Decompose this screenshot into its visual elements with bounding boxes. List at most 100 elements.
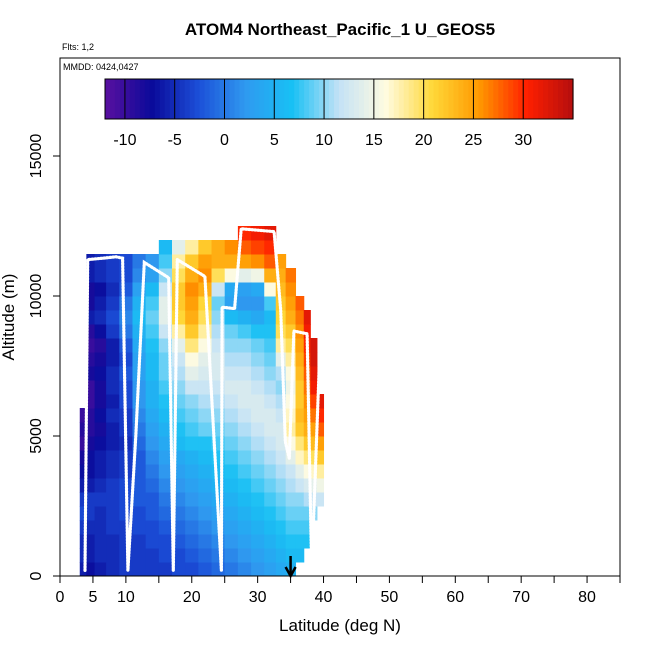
heatmap-cell	[285, 324, 297, 339]
heatmap-cell	[251, 436, 265, 451]
heatmap-cell	[251, 366, 265, 381]
heatmap-cell	[275, 492, 287, 507]
heatmap-cell	[251, 478, 265, 493]
heatmap-cell	[198, 408, 213, 423]
heatmap-cell	[264, 310, 277, 325]
heatmap-cell	[185, 492, 199, 507]
heatmap-cell	[198, 422, 213, 437]
heatmap-cell	[185, 478, 199, 493]
heatmap-cell	[303, 436, 311, 451]
heatmap-cell	[106, 282, 120, 297]
heatmap-cell	[185, 240, 199, 255]
heatmap-cell	[94, 338, 107, 353]
heatmap-cell	[224, 520, 239, 535]
heatmap-cell	[158, 254, 173, 269]
colorbar-segment	[119, 79, 126, 119]
heatmap-cell	[224, 338, 239, 353]
heatmap-cell	[79, 534, 87, 549]
y-axis-label: Altitude (m)	[0, 274, 18, 361]
x-tick-label: 60	[446, 589, 464, 606]
heatmap-cell	[119, 324, 133, 339]
colorbar-segment	[304, 79, 310, 119]
y-tick-label: 15000	[28, 134, 45, 179]
heatmap-cell	[86, 254, 96, 269]
heatmap-cell	[264, 254, 277, 269]
heatmap-cell	[285, 478, 297, 493]
heatmap-cell	[285, 310, 297, 325]
colorbar-segment	[408, 79, 415, 119]
heatmap-cell	[185, 408, 199, 423]
heatmap-cell	[106, 422, 120, 437]
heatmap-cell	[185, 436, 199, 451]
heatmap-cell	[185, 296, 199, 311]
heatmap-cell	[86, 394, 96, 409]
heatmap-cell	[310, 422, 318, 437]
colorbar-segment	[284, 79, 290, 119]
heatmap-cell	[172, 282, 186, 297]
heatmap-cell	[86, 324, 96, 339]
heatmap-cell	[158, 492, 173, 507]
heatmap-cell	[285, 352, 297, 367]
x-tick-label: 40	[315, 589, 333, 606]
heatmap-cell	[79, 436, 87, 451]
heatmap-cell	[251, 268, 265, 283]
colorbar-segment	[518, 79, 524, 119]
heatmap-cell	[106, 562, 120, 577]
heatmap-cell	[145, 268, 160, 283]
heatmap-cell	[295, 352, 305, 367]
colorbar-ticks: -10 -5 0 5 10 15 20 25 30	[113, 79, 532, 149]
heatmap-cell	[172, 324, 186, 339]
heatmap-cell	[224, 478, 239, 493]
colorbar-segment	[383, 79, 390, 119]
colorbar-segment	[403, 79, 410, 119]
heatmap-cell	[224, 436, 239, 451]
heatmap-cell	[172, 310, 186, 325]
heatmap-cell	[86, 380, 96, 395]
heatmap-cell	[185, 324, 199, 339]
heatmap-cell	[275, 408, 287, 423]
colorbar-segment	[543, 79, 549, 119]
heatmap-cell	[275, 366, 287, 381]
heatmap-cell	[145, 450, 160, 465]
colorbar-segment	[254, 79, 260, 119]
heatmap-cell	[295, 478, 305, 493]
heatmap-cell	[172, 338, 186, 353]
heatmap-cell	[198, 380, 213, 395]
colorbar-tick-label: 10	[315, 132, 333, 149]
heatmap-cell	[295, 296, 305, 311]
y-tick-label: 5000	[28, 418, 45, 454]
heatmap-cell	[251, 562, 265, 577]
colorbar-segment	[234, 79, 241, 119]
heatmap-cell	[303, 506, 311, 521]
heatmap-cell	[224, 310, 239, 325]
flight-track	[83, 227, 322, 573]
colorbar-segment	[388, 79, 395, 119]
heatmap-cell	[264, 520, 277, 535]
heatmap-cell	[237, 380, 252, 395]
heatmap-cell	[295, 506, 305, 521]
heatmap-cell	[106, 324, 120, 339]
heatmap-cell	[86, 450, 96, 465]
heatmap-cell	[251, 338, 265, 353]
heatmap-cell	[119, 296, 133, 311]
colorbar-segment	[478, 79, 484, 119]
colorbar-segment	[423, 79, 430, 119]
heatmap-cell	[119, 338, 133, 353]
heatmap-cell	[237, 520, 252, 535]
heatmap-cell	[198, 324, 213, 339]
heatmap-cell	[94, 506, 107, 521]
heatmap-cell	[94, 548, 107, 563]
x-tick-label: 80	[578, 589, 596, 606]
heatmap-cell	[251, 296, 265, 311]
heatmap-cell	[185, 380, 199, 395]
colorbar-segment	[373, 79, 380, 119]
colorbar-tick-label: -10	[113, 132, 136, 149]
heatmap-cell	[145, 478, 160, 493]
flights-note: Flts: 1,2	[62, 42, 94, 52]
heatmap-cell	[86, 408, 96, 423]
heatmap-cell	[145, 282, 160, 297]
heatmap-cell	[106, 310, 120, 325]
heatmap-cell	[251, 310, 265, 325]
heatmap-cell	[94, 422, 107, 437]
heatmap-cell	[310, 352, 318, 367]
